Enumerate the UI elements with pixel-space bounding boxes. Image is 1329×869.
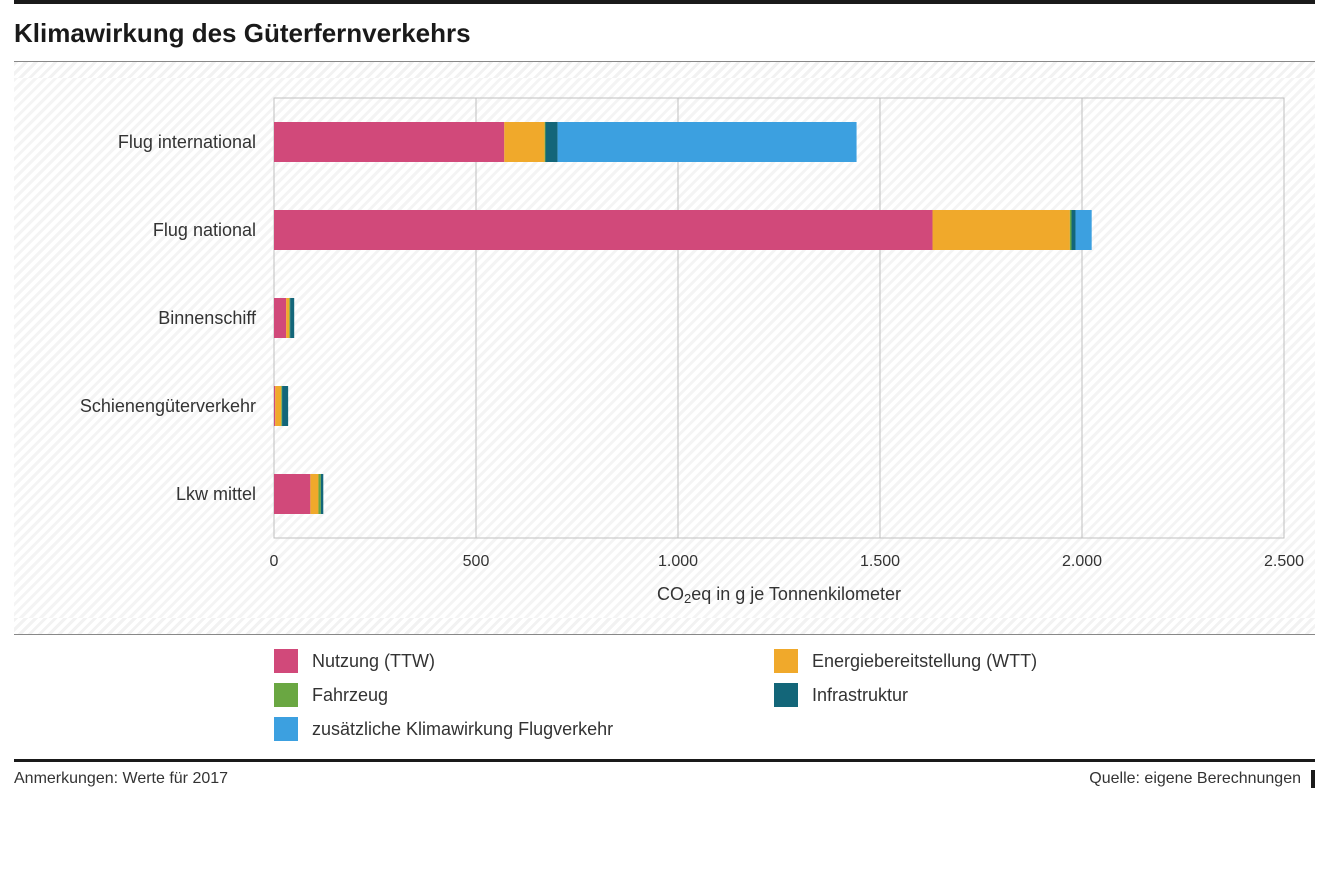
bar-segment [274,210,933,250]
svg-text:0: 0 [270,553,279,570]
legend-swatch [274,717,298,741]
bar-segment [321,474,323,514]
legend-swatch [274,649,298,673]
legend-swatch [774,649,798,673]
legend-swatch [274,683,298,707]
category-label: Flug international [118,132,256,152]
svg-text:1.000: 1.000 [658,553,698,570]
category-label: Lkw mittel [176,484,256,504]
bar-segment [286,298,289,338]
hatch-band-top [14,62,1315,78]
svg-text:500: 500 [463,553,490,570]
legend-label: Fahrzeug [312,685,388,706]
legend-swatch [774,683,798,707]
bar-segment [281,386,282,426]
bar-segment [274,298,286,338]
svg-text:2.000: 2.000 [1062,553,1102,570]
bar-segment [274,386,275,426]
category-label: Binnenschiff [158,308,257,328]
legend-label: zusätzliche Klimawirkung Flugverkehr [312,719,613,740]
bar-segment [1076,210,1092,250]
footer-source: Quelle: eigene Berechnungen [1089,770,1315,788]
bar-segment [545,122,546,162]
legend-label: Infrastruktur [812,685,908,706]
bar-segment [318,474,320,514]
bar-segment [289,298,290,338]
bar-segment [290,298,294,338]
svg-text:1.500: 1.500 [860,553,900,570]
svg-text:2.500: 2.500 [1264,553,1304,570]
legend: Nutzung (TTW) Energiebereitstellung (WTT)… [14,635,1315,759]
legend-item: zusätzliche Klimawirkung Flugverkehr [274,717,754,741]
figure-container: Klimawirkung des Güterfernverkehrs 0 500 1… [0,0,1329,869]
legend-item: Nutzung (TTW) [274,649,754,673]
bar-segment [275,386,281,426]
bar-segment [1070,210,1072,250]
legend-label: Nutzung (TTW) [312,651,435,672]
bar-segment [1071,210,1075,250]
bar-segment [310,474,318,514]
bar-segment [274,122,504,162]
legend-item [774,717,1254,741]
bar-segment [282,386,288,426]
footer-note: Anmerkungen: Werte für 2017 [14,770,228,788]
svg-text:CO2eq in g je Tonnenkilometer: CO2eq in g je Tonnenkilometer [657,584,901,606]
bar-segment [545,122,557,162]
category-label: Flug national [153,220,256,240]
category-label: Schienengüterverkehr [80,396,256,416]
legend-label: Energiebereitstellung (WTT) [812,651,1037,672]
legend-item: Energiebereitstellung (WTT) [774,649,1254,673]
hatch-band-bottom [14,618,1315,634]
bar-segment [558,122,857,162]
bar-segment [933,210,1070,250]
footer: Anmerkungen: Werte für 2017 Quelle: eige… [0,762,1329,788]
bar-segment [274,474,310,514]
chart-title: Klimawirkung des Güterfernverkehrs [0,4,1329,61]
legend-item: Infrastruktur [774,683,1254,707]
chart-svg: 0 500 1.000 1.500 2.000 2.500 CO2eq in g je To… [14,78,1315,618]
chart-area: 0 500 1.000 1.500 2.000 2.500 CO2eq in g je To… [14,78,1315,618]
legend-item: Fahrzeug [274,683,754,707]
bar-segment [504,122,544,162]
